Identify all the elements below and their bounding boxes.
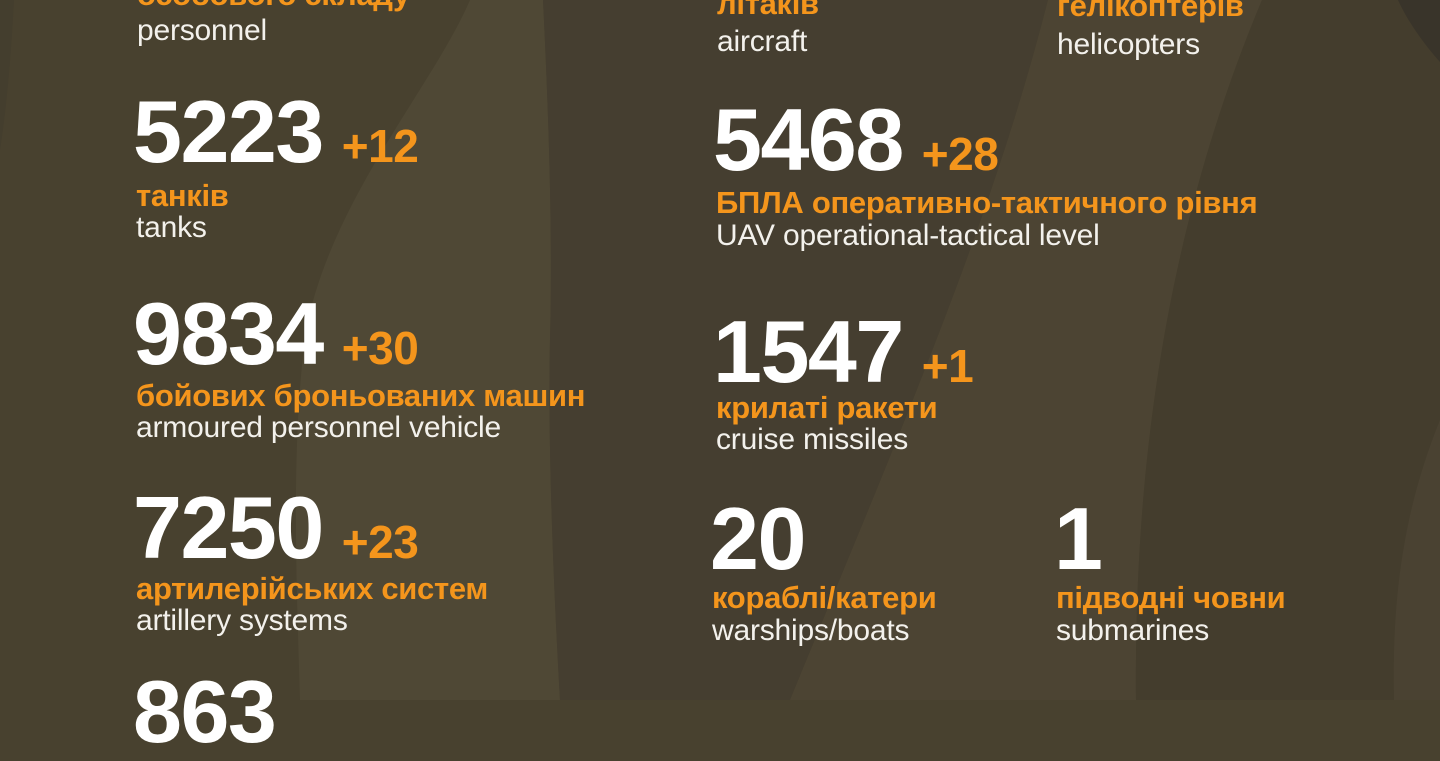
stat-partial-bottom: 863 bbox=[133, 662, 277, 761]
artillery-value: 7250 bbox=[133, 478, 324, 577]
tanks-delta: +12 bbox=[341, 120, 419, 172]
armoured-vehicles-delta: +30 bbox=[341, 322, 419, 374]
uav-value: 5468 bbox=[713, 90, 904, 189]
submarines-label-en: submarines bbox=[1056, 614, 1210, 647]
personnel-label-en: personnel bbox=[137, 14, 267, 47]
stat-warships: 20 bbox=[710, 489, 806, 588]
stat-submarines: 1 bbox=[1054, 489, 1103, 588]
warships-value: 20 bbox=[710, 489, 806, 588]
cruise-missiles-label-ua: крилаті ракети bbox=[716, 390, 938, 425]
cruise-missiles-value: 1547 bbox=[713, 302, 904, 401]
helicopters-label-ua: гелікоптерів bbox=[1057, 0, 1244, 23]
artillery-delta: +23 bbox=[341, 516, 419, 568]
submarines-label-ua: підводні човни bbox=[1056, 580, 1286, 615]
uav-label-en: UAV operational-tactical level bbox=[716, 219, 1100, 252]
armoured-vehicles-label-ua: бойових броньованих машин bbox=[136, 378, 586, 413]
stat-uav: 5468 +28 bbox=[713, 90, 999, 189]
artillery-label-en: artillery systems bbox=[136, 604, 348, 637]
armoured-vehicles-value: 9834 bbox=[133, 284, 324, 383]
tanks-label-ua: танків bbox=[136, 178, 229, 213]
cruise-missiles-delta: +1 bbox=[921, 340, 974, 392]
partial-bottom-value: 863 bbox=[133, 662, 277, 761]
aircraft-label-ua: літаків bbox=[717, 0, 819, 21]
tanks-value: 5223 bbox=[133, 82, 324, 181]
losses-infographic: { "colors": { "background": "#48412f", "… bbox=[133, 0, 1440, 756]
helicopters-label-en: helicopters bbox=[1057, 28, 1200, 61]
uav-delta: +28 bbox=[921, 128, 999, 180]
stat-cruise-missiles: 1547 +1 bbox=[713, 302, 974, 401]
cruise-missiles-label-en: cruise missiles bbox=[716, 423, 909, 456]
submarines-value: 1 bbox=[1054, 489, 1103, 588]
warships-label-ua: кораблі/катери bbox=[712, 580, 937, 615]
stat-tanks: 5223 +12 bbox=[133, 82, 419, 181]
tanks-label-en: tanks bbox=[136, 211, 207, 244]
armoured-vehicles-label-en: armoured personnel vehicle bbox=[136, 411, 502, 444]
uav-label-ua: БПЛА оперативно-тактичного рівня bbox=[716, 185, 1258, 220]
warships-label-en: warships/boats bbox=[712, 614, 910, 647]
personnel-label-ua: особового складу bbox=[137, 0, 410, 12]
camouflage-background bbox=[1398, 0, 1440, 62]
stat-armoured-vehicles: 9834 +30 bbox=[133, 284, 419, 383]
aircraft-label-en: aircraft bbox=[717, 25, 808, 58]
artillery-label-ua: артилерійських систем bbox=[136, 571, 489, 606]
stat-artillery: 7250 +23 bbox=[133, 478, 419, 577]
